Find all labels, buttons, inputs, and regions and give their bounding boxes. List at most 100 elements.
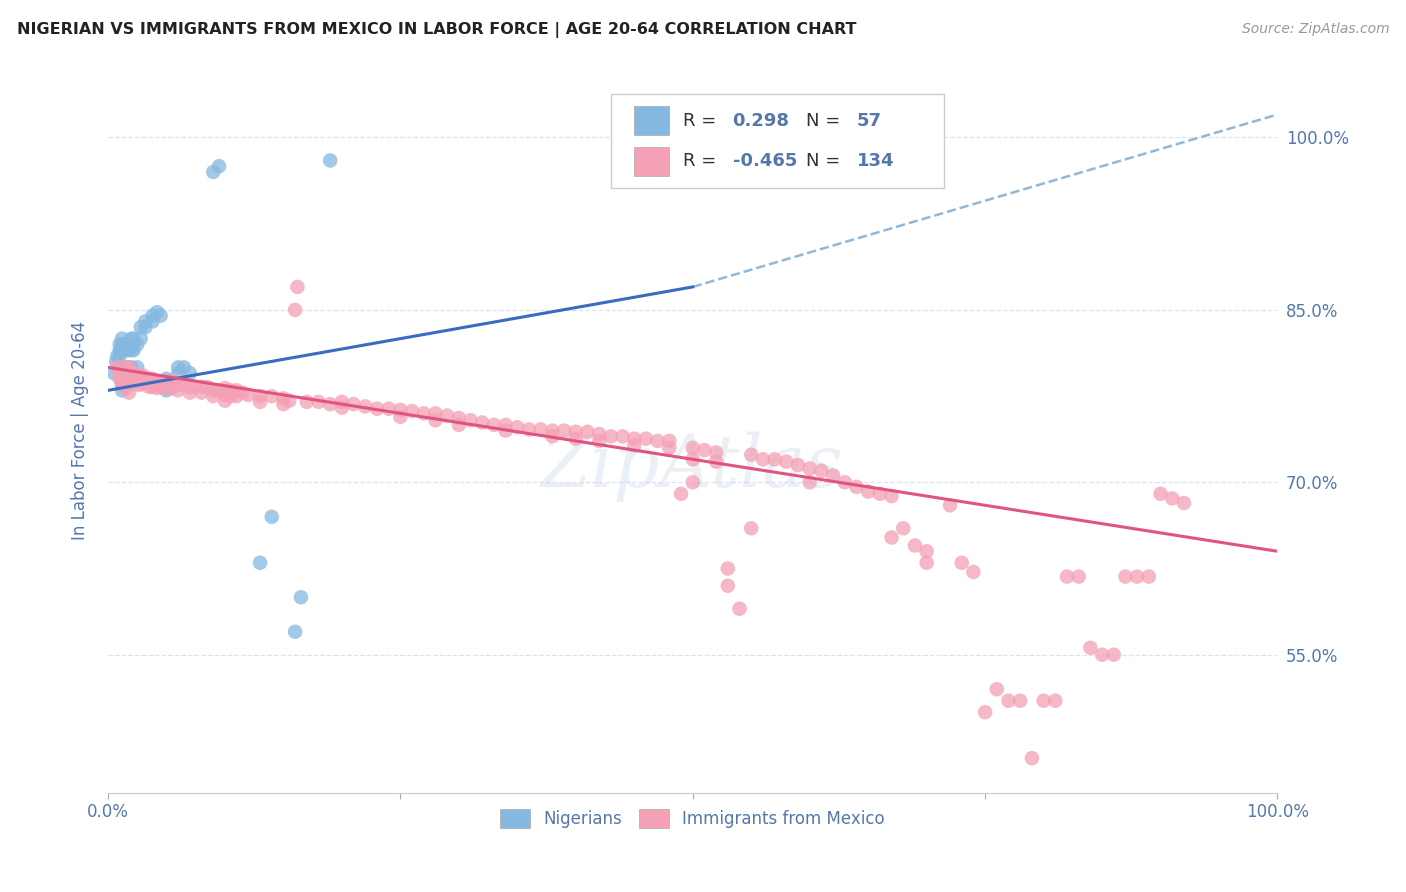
Point: [114, 374, 136, 388]
Point: [146, 374, 169, 388]
Point: [120, 360, 142, 375]
Point: [162, 381, 184, 395]
Point: [111, 360, 134, 375]
Point: [290, 591, 312, 605]
Point: [565, 425, 588, 439]
Point: [225, 384, 247, 398]
Point: [114, 337, 136, 351]
Point: [682, 441, 704, 455]
Point: [553, 424, 575, 438]
Point: [693, 443, 716, 458]
Point: [576, 425, 599, 439]
Point: [127, 337, 149, 351]
Point: [162, 374, 184, 388]
Point: [260, 509, 283, 524]
Text: N =: N =: [806, 153, 846, 170]
Point: [740, 521, 762, 535]
Point: [471, 416, 494, 430]
Point: [141, 372, 163, 386]
Point: [974, 705, 997, 719]
Point: [105, 360, 128, 375]
Point: [141, 314, 163, 328]
Bar: [634, 146, 669, 176]
Point: [214, 393, 236, 408]
Point: [728, 601, 751, 615]
Point: [173, 377, 195, 392]
Point: [111, 374, 134, 388]
Point: [495, 424, 517, 438]
Point: [141, 380, 163, 394]
Point: [810, 464, 832, 478]
Point: [132, 376, 155, 390]
Point: [284, 302, 307, 317]
Point: [118, 343, 141, 358]
Point: [184, 380, 207, 394]
Point: [225, 389, 247, 403]
Point: [129, 332, 152, 346]
Point: [354, 400, 377, 414]
Point: [1126, 569, 1149, 583]
Point: [1067, 569, 1090, 583]
Point: [138, 372, 160, 386]
Point: [1091, 648, 1114, 662]
Point: [799, 475, 821, 490]
Point: [1045, 694, 1067, 708]
Point: [1010, 694, 1032, 708]
Point: [1102, 648, 1125, 662]
Point: [939, 498, 962, 512]
Point: [111, 366, 134, 380]
Point: [284, 624, 307, 639]
Point: [647, 434, 669, 448]
Text: NIGERIAN VS IMMIGRANTS FROM MEXICO IN LABOR FORCE | AGE 20-64 CORRELATION CHART: NIGERIAN VS IMMIGRANTS FROM MEXICO IN LA…: [17, 22, 856, 38]
Point: [278, 393, 301, 408]
Point: [114, 381, 136, 395]
Point: [208, 384, 231, 398]
Point: [823, 468, 845, 483]
Point: [717, 561, 740, 575]
Point: [436, 409, 458, 423]
Point: [412, 406, 434, 420]
Point: [231, 385, 253, 400]
Point: [447, 411, 470, 425]
Point: [856, 484, 879, 499]
Point: [122, 332, 145, 346]
Point: [880, 489, 903, 503]
Text: R =: R =: [683, 112, 723, 129]
Point: [506, 420, 529, 434]
Point: [208, 159, 231, 173]
Point: [108, 360, 131, 375]
Point: [155, 374, 177, 388]
Text: -0.465: -0.465: [733, 153, 797, 170]
Bar: [634, 106, 669, 136]
Point: [904, 539, 927, 553]
Point: [111, 337, 134, 351]
Point: [111, 372, 134, 386]
Point: [447, 417, 470, 432]
Point: [1056, 569, 1078, 583]
Point: [495, 417, 517, 432]
Point: [704, 445, 727, 459]
Text: Source: ZipAtlas.com: Source: ZipAtlas.com: [1241, 22, 1389, 37]
Point: [799, 461, 821, 475]
Point: [915, 556, 938, 570]
Point: [565, 432, 588, 446]
Point: [330, 401, 353, 415]
Point: [869, 487, 891, 501]
Point: [401, 404, 423, 418]
Point: [612, 429, 634, 443]
Point: [219, 389, 242, 403]
Point: [167, 360, 190, 375]
Point: [249, 389, 271, 403]
Point: [149, 309, 172, 323]
Point: [389, 409, 412, 424]
Point: [120, 343, 142, 358]
Point: [530, 422, 553, 436]
Point: [599, 429, 621, 443]
Point: [103, 366, 125, 380]
Point: [682, 452, 704, 467]
Point: [111, 343, 134, 358]
Point: [114, 360, 136, 375]
Point: [179, 380, 201, 394]
Point: [891, 521, 914, 535]
Point: [623, 438, 645, 452]
